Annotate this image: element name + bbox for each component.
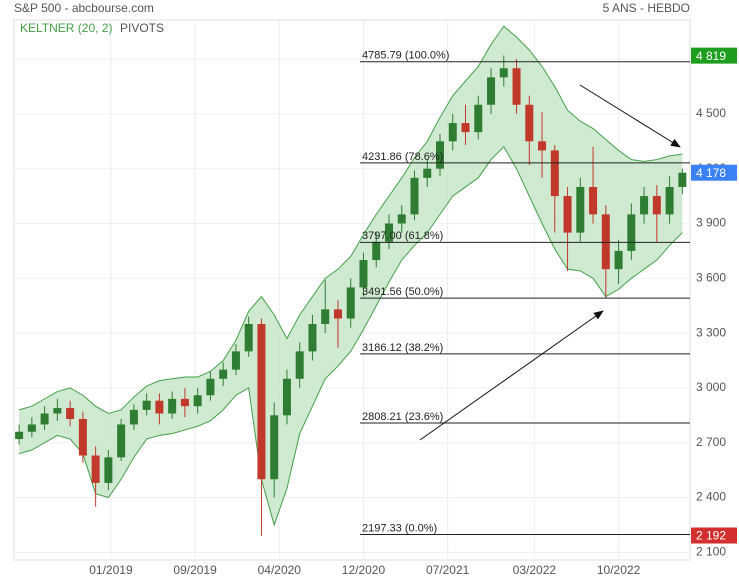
candle-body bbox=[257, 323, 266, 480]
price-tag-label: 4 178 bbox=[696, 166, 726, 180]
price-tag bbox=[691, 164, 737, 181]
candle-body bbox=[219, 369, 228, 379]
candle-body bbox=[487, 77, 496, 105]
plot-frame bbox=[13, 19, 691, 561]
grid bbox=[14, 20, 690, 560]
candle-body bbox=[474, 104, 483, 133]
candle-body bbox=[206, 378, 215, 396]
candle-body bbox=[512, 68, 521, 105]
level-label: 3491.56 (50.0%) bbox=[362, 286, 443, 298]
level-label: 4785.79 (100.0%) bbox=[362, 50, 449, 62]
candle-body bbox=[78, 418, 87, 456]
candle-body bbox=[359, 260, 368, 288]
x-tick-label: 09/2019 bbox=[173, 563, 217, 577]
candle-body bbox=[384, 223, 393, 242]
y-tick-label: 3 600 bbox=[696, 270, 726, 284]
candle-body bbox=[499, 68, 508, 78]
candle-body bbox=[321, 309, 330, 324]
candle-body bbox=[27, 424, 36, 432]
level-label: 4231.86 (78.6%) bbox=[362, 151, 443, 163]
level-label: 3186.12 (38.2%) bbox=[362, 342, 443, 354]
candle-body bbox=[129, 409, 138, 425]
y-tick-label: 4 500 bbox=[696, 106, 726, 120]
keltner-lower bbox=[18, 145, 683, 527]
price-tag bbox=[691, 527, 737, 544]
candle-body bbox=[563, 196, 572, 233]
level-label: 2808.21 (23.6%) bbox=[362, 411, 443, 423]
candle-body bbox=[525, 104, 534, 142]
candle-body bbox=[448, 123, 457, 142]
candle-body bbox=[91, 455, 100, 483]
x-tick-label: 03/2022 bbox=[513, 563, 557, 577]
y-tick-label: 2 400 bbox=[696, 490, 726, 504]
candle-body bbox=[410, 177, 419, 215]
legend-entry: KELTNER (20, 2) bbox=[20, 21, 112, 35]
candle-body bbox=[640, 196, 649, 215]
candle-body bbox=[346, 287, 355, 319]
legend-entry: PIVOTS bbox=[120, 21, 164, 35]
candle-body bbox=[627, 214, 636, 251]
candle-body bbox=[308, 323, 317, 352]
candle-body bbox=[538, 141, 547, 151]
x-tick-label: 10/2022 bbox=[597, 563, 641, 577]
candle-body bbox=[282, 378, 291, 416]
arrow bbox=[579, 84, 681, 148]
price-tag bbox=[691, 47, 737, 64]
candle-body bbox=[231, 351, 240, 370]
candle-body bbox=[436, 141, 445, 169]
candle-body bbox=[601, 214, 610, 270]
candle-body bbox=[66, 408, 75, 419]
x-tick-label: 12/2020 bbox=[342, 563, 386, 577]
level-label: 2197.33 (0.0%) bbox=[362, 522, 437, 534]
candle-body bbox=[104, 457, 113, 483]
candle-body bbox=[423, 168, 432, 178]
candle-body bbox=[193, 395, 202, 407]
y-tick-label: 3 900 bbox=[696, 216, 726, 230]
price-tag-label: 4 819 bbox=[696, 49, 726, 63]
y-tick-label: 3 000 bbox=[696, 380, 726, 394]
candle-body bbox=[155, 400, 164, 414]
chart-title: S&P 500 - abcbourse.com bbox=[14, 1, 154, 15]
candle-body bbox=[270, 415, 279, 480]
candle-body bbox=[461, 123, 470, 133]
candles bbox=[15, 55, 687, 536]
levels: 4785.79 (100.0%) 4231.86 (78.6%) 3797.00 (… bbox=[360, 50, 690, 536]
arrow bbox=[419, 310, 604, 441]
price-tag-label: 2 192 bbox=[696, 529, 726, 543]
candle-body bbox=[40, 413, 49, 425]
candle-body bbox=[589, 186, 598, 215]
candle-body bbox=[295, 351, 304, 379]
keltner-upper bbox=[18, 25, 683, 415]
candle-body bbox=[180, 398, 189, 407]
candle-body bbox=[678, 172, 687, 187]
y-tick-label: 2 700 bbox=[696, 435, 726, 449]
candle-body bbox=[142, 400, 151, 410]
x-tick-label: 07/2021 bbox=[426, 563, 470, 577]
candle-body bbox=[550, 150, 559, 197]
period: 5 ANS - HEBDO bbox=[603, 1, 690, 15]
candle-body bbox=[614, 250, 623, 270]
x-tick-label: 04/2020 bbox=[258, 563, 302, 577]
x-tick-label: 01/2019 bbox=[89, 563, 133, 577]
level-label: 3797.00 (61.8%) bbox=[362, 230, 443, 242]
candle-body bbox=[244, 323, 253, 352]
candle-body bbox=[117, 424, 126, 458]
candle-body bbox=[168, 398, 177, 414]
candle-body bbox=[576, 186, 585, 233]
y-tick-label: 2 100 bbox=[696, 544, 726, 558]
candle-body bbox=[652, 196, 661, 215]
candle-body bbox=[397, 214, 406, 224]
candle-body bbox=[372, 241, 381, 261]
candle-body bbox=[53, 408, 62, 414]
candle-body bbox=[665, 186, 674, 215]
y-tick-label: 3 300 bbox=[696, 325, 726, 339]
candle-body bbox=[333, 309, 342, 319]
candle-body bbox=[15, 431, 24, 440]
